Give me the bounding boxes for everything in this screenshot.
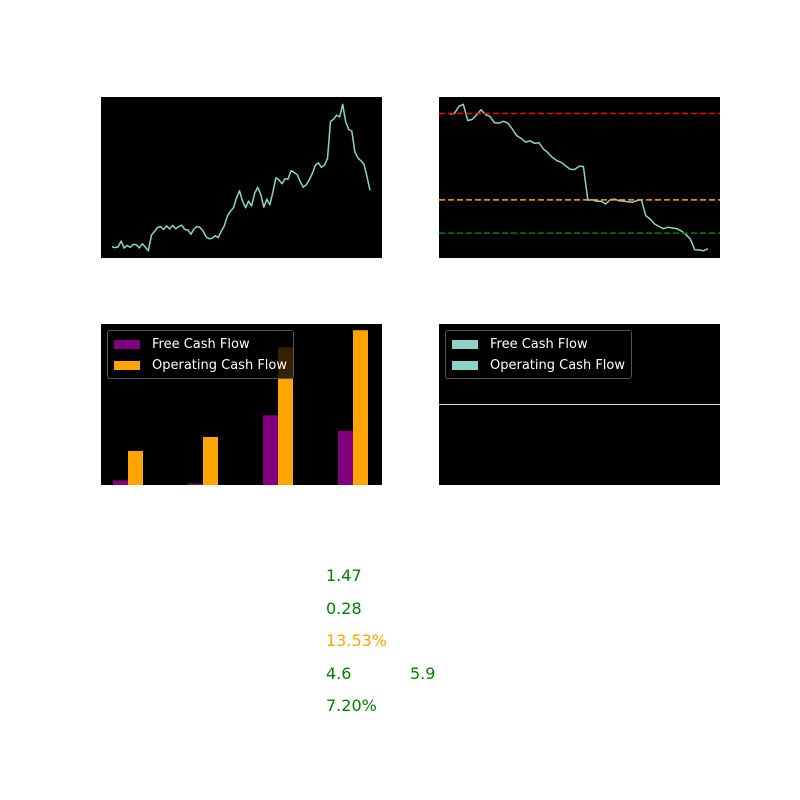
price-chart-svg <box>111 103 371 252</box>
bar-chart-legend: Free Cash Flow Operating Cash Flow <box>107 330 294 379</box>
fcf-bar <box>338 430 353 485</box>
legend-entry-fcf-line: Free Cash Flow <box>452 334 625 355</box>
metric-value: 1.47 <box>326 566 362 585</box>
ocf-bar <box>128 450 143 485</box>
metric-value: 0.28 <box>326 599 362 618</box>
legend-label-fcf-line: Free Cash Flow <box>490 337 588 352</box>
fcf-bar <box>113 480 128 485</box>
legend-swatch-ocf-line <box>452 361 478 370</box>
legend-label-fcf: Free Cash Flow <box>152 337 250 352</box>
legend-swatch-fcf <box>114 340 140 349</box>
metric-value: 13.53% <box>326 631 388 650</box>
ocf-bar <box>203 437 218 485</box>
levels-chart-svg <box>439 103 720 252</box>
cash-flow-line-svg <box>439 404 720 405</box>
legend-entry-fcf: Free Cash Flow <box>114 334 287 355</box>
ocf-bar <box>278 347 293 485</box>
metric-value: 7.20% <box>326 696 377 715</box>
fcf-bar <box>263 415 278 485</box>
legend-label-ocf: Operating Cash Flow <box>152 358 287 373</box>
price-series-line <box>111 103 371 252</box>
levels-chart-panel <box>439 97 720 258</box>
cash-flow-bar-svg <box>113 330 368 485</box>
ocf-bar <box>353 330 368 485</box>
price-series-line <box>449 103 709 252</box>
metric-value: 5.9 <box>410 664 436 683</box>
cash-flow-line-panel: Free Cash Flow Operating Cash Flow <box>439 324 720 485</box>
metric-value: 4.6 <box>326 664 352 683</box>
line-chart-legend: Free Cash Flow Operating Cash Flow <box>445 330 632 379</box>
price-chart-panel <box>101 97 382 258</box>
legend-label-ocf-line: Operating Cash Flow <box>490 358 625 373</box>
fcf-bar <box>188 483 203 485</box>
legend-entry-ocf-line: Operating Cash Flow <box>452 355 625 376</box>
legend-swatch-fcf-line <box>452 340 478 349</box>
legend-swatch-ocf <box>114 361 140 370</box>
cash-flow-bar-panel: Free Cash Flow Operating Cash Flow <box>101 324 382 485</box>
legend-entry-ocf: Operating Cash Flow <box>114 355 287 376</box>
